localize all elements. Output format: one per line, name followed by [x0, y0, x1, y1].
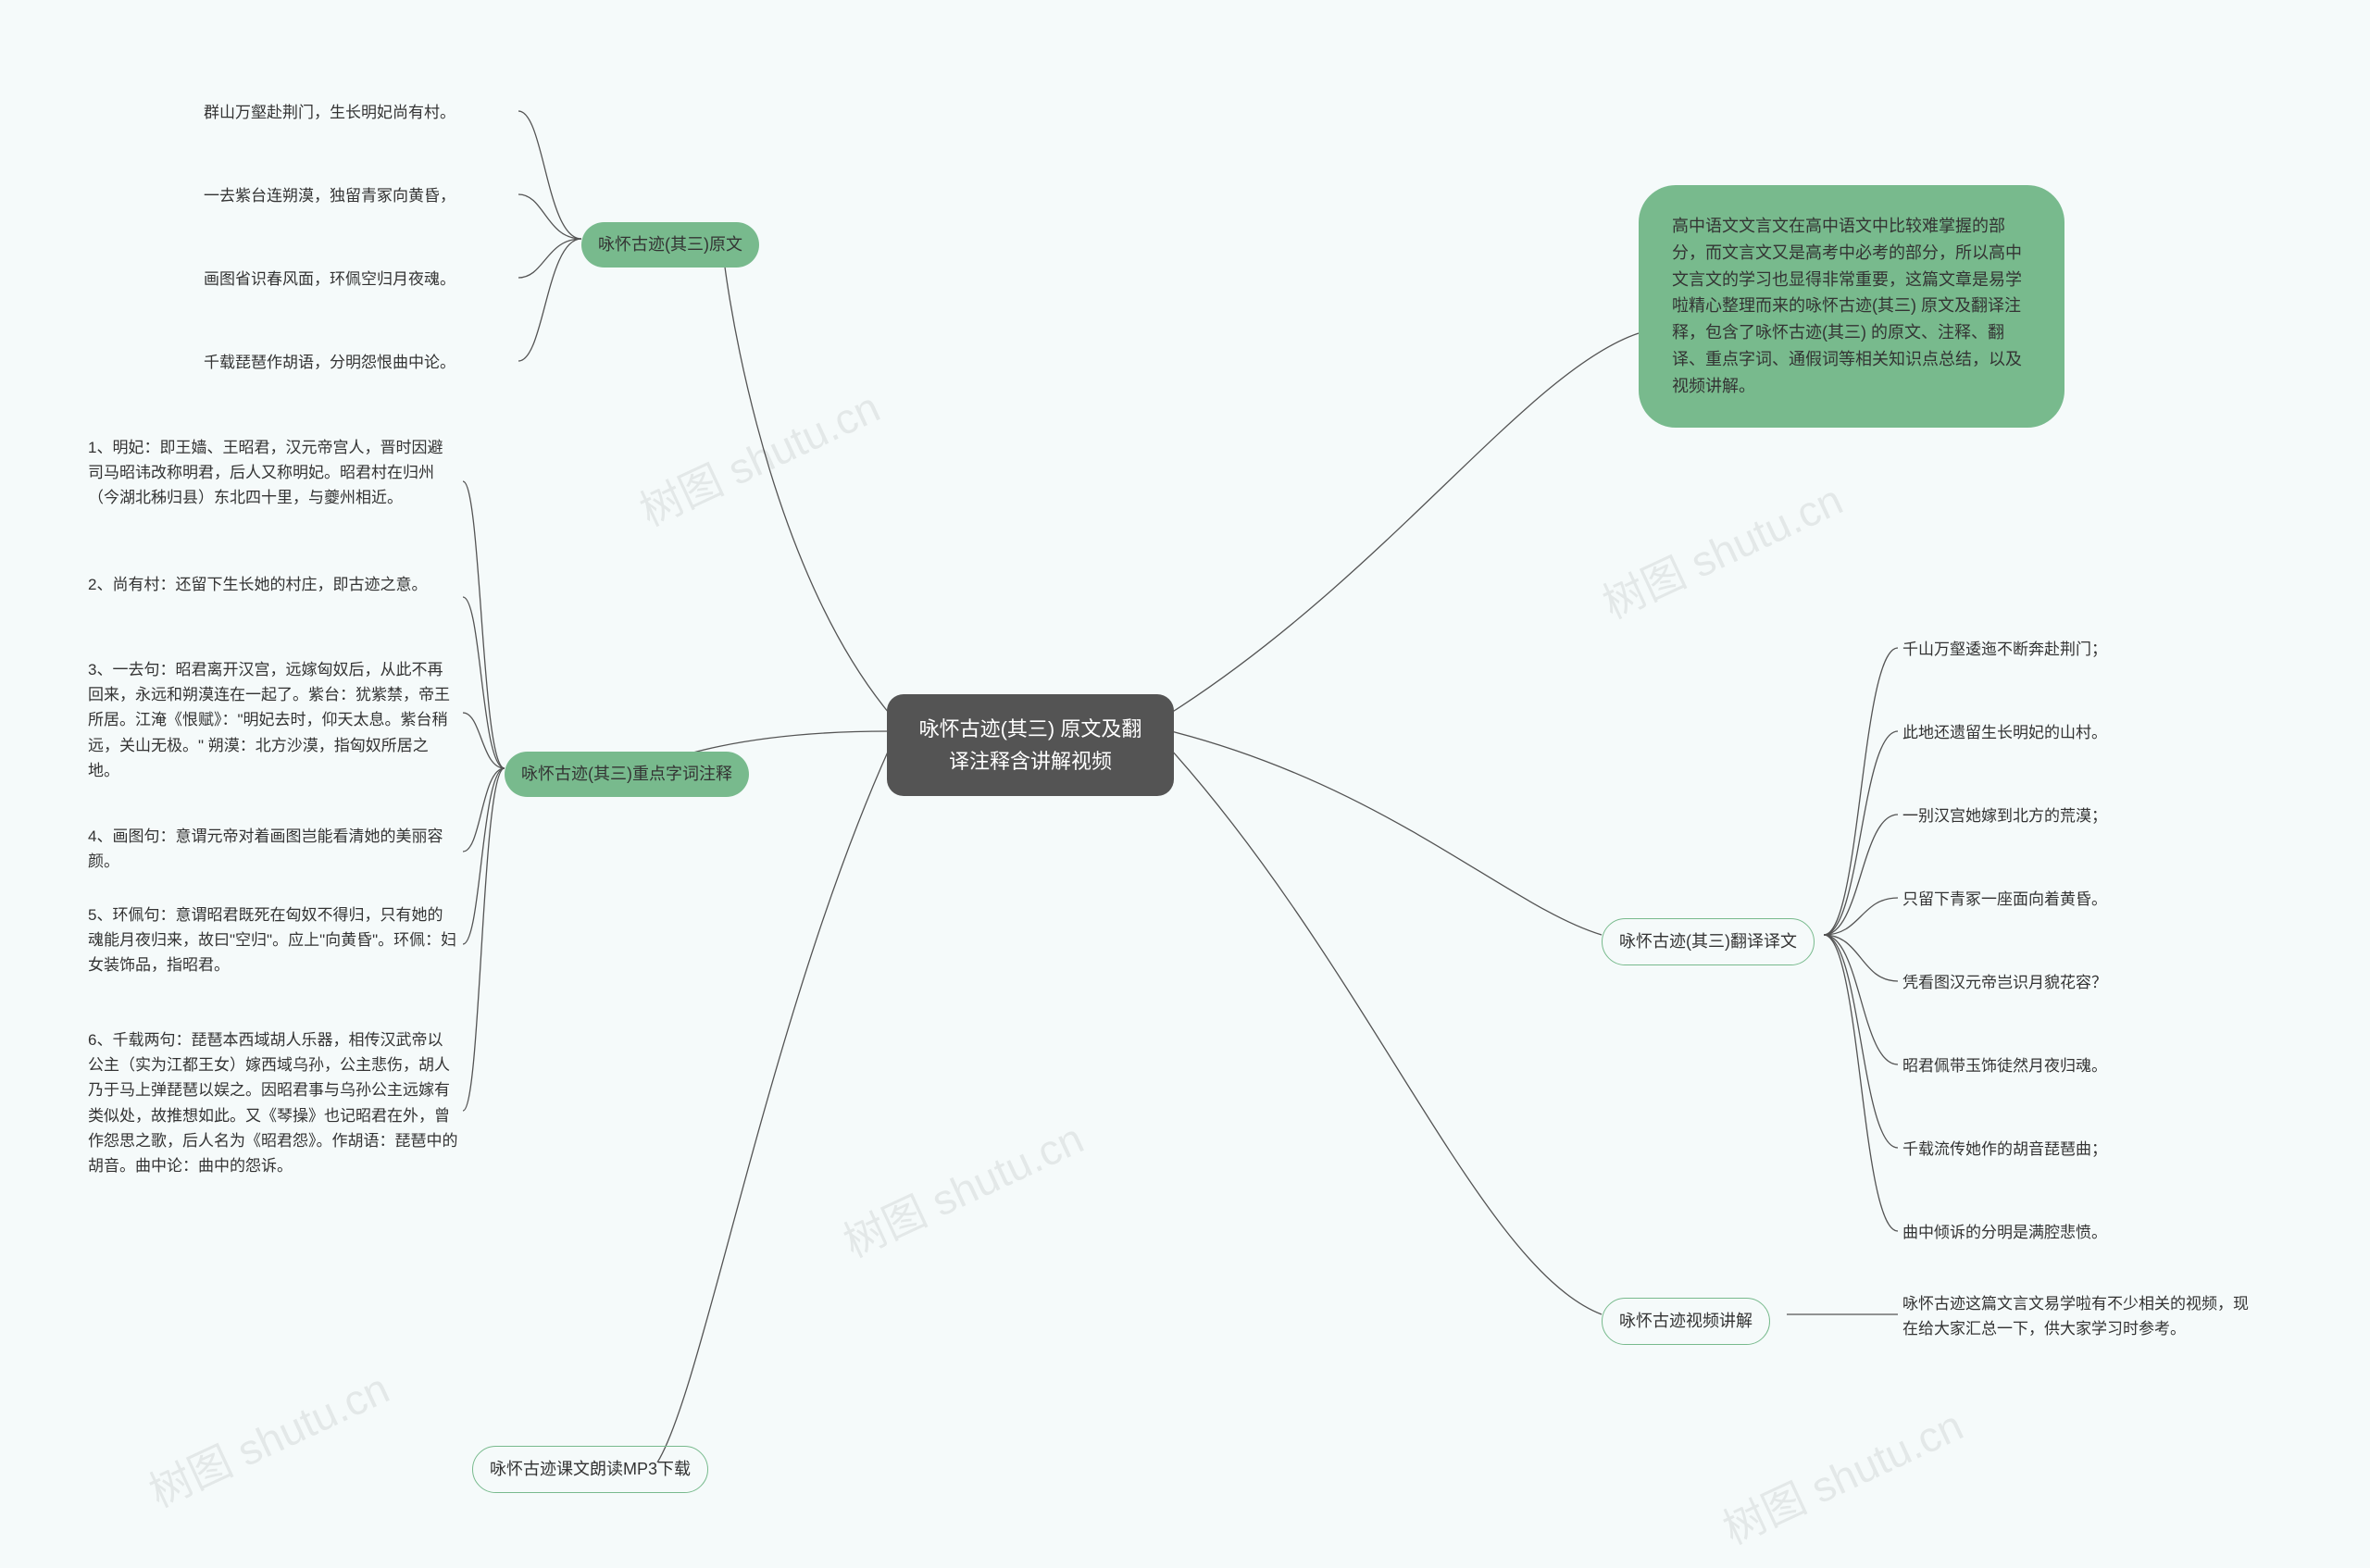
leaf-l1c: 画图省识春风面，环佩空归月夜魂。	[204, 267, 546, 292]
branch-mp3-label: 咏怀古迹课文朗读MP3下载	[490, 1460, 691, 1478]
branch-original-label: 咏怀古迹(其三)原文	[598, 235, 742, 254]
leaf-l2b: 2、尚有村：还留下生长她的村庄，即古迹之意。	[88, 572, 458, 597]
leaf-l2e: 5、环佩句：意谓昭君既死在匈奴不得归，只有她的魂能月夜归来，故曰"空归"。应上"…	[88, 902, 458, 978]
branch-translation: 咏怀古迹(其三)翻译译文	[1602, 918, 1815, 965]
branch-notes: 咏怀古迹(其三)重点字词注释	[505, 752, 749, 797]
branch-mp3: 咏怀古迹课文朗读MP3下载	[472, 1446, 708, 1493]
leaf-r1e: 凭看图汉元帝岂识月貌花容？	[1902, 970, 2180, 995]
branch-video: 咏怀古迹视频讲解	[1602, 1298, 1770, 1345]
watermark-5: 树图 shutu.cn	[1712, 1392, 1971, 1557]
leaf-r2a: 咏怀古迹这篇文言文易学啦有不少相关的视频，现在给大家汇总一下，供大家学习时参考。	[1902, 1291, 2254, 1341]
intro-node: 高中语文文言文在高中语文中比较难掌握的部分，而文言文又是高考中必考的部分，所以高…	[1639, 185, 2064, 428]
watermark-1: 树图 shutu.cn	[629, 374, 888, 539]
leaf-r1f: 昭君佩带玉饰徒然月夜归魂。	[1902, 1053, 2180, 1078]
leaf-r1a: 千山万壑逶迤不断奔赴荆门；	[1902, 637, 2180, 662]
watermark-4: 树图 shutu.cn	[832, 1105, 1091, 1270]
center-line2: 译注释含讲解视频	[949, 750, 1112, 773]
leaf-l2f: 6、千载两句：琵琶本西域胡人乐器，相传汉武帝以公主（实为江都王女）嫁西域乌孙，公…	[88, 1027, 458, 1178]
branch-notes-label: 咏怀古迹(其三)重点字词注释	[521, 765, 732, 783]
intro-text: 高中语文文言文在高中语文中比较难掌握的部分，而文言文又是高考中必考的部分，所以高…	[1672, 217, 2022, 395]
watermark-2: 树图 shutu.cn	[1591, 467, 1851, 631]
branch-original: 咏怀古迹(其三)原文	[581, 222, 759, 268]
leaf-r1g: 千载流传她作的胡音琵琶曲；	[1902, 1137, 2180, 1162]
leaf-l1a: 群山万壑赴荆门，生长明妃尚有村。	[204, 100, 546, 125]
center-line1: 咏怀古迹(其三) 原文及翻	[919, 717, 1142, 740]
branch-video-label: 咏怀古迹视频讲解	[1619, 1312, 1753, 1330]
leaf-r1h: 曲中倾诉的分明是满腔悲愤。	[1902, 1220, 2180, 1245]
leaf-l2c: 3、一去句：昭君离开汉宫，远嫁匈奴后，从此不再回来，永远和朔漠连在一起了。紫台：…	[88, 657, 458, 783]
watermark-3: 树图 shutu.cn	[138, 1355, 397, 1520]
leaf-l1d: 千载琵琶作胡语，分明怨恨曲中论。	[204, 350, 546, 375]
leaf-r1d: 只留下青冢一座面向着黄昏。	[1902, 887, 2180, 912]
leaf-l2d: 4、画图句：意谓元帝对着画图岂能看清她的美丽容颜。	[88, 824, 458, 874]
leaf-l2a: 1、明妃：即王嫱、王昭君，汉元帝宫人，晋时因避司马昭讳改称明君，后人又称明妃。昭…	[88, 435, 458, 511]
leaf-r1c: 一别汉宫她嫁到北方的荒漠；	[1902, 803, 2180, 828]
center-node: 咏怀古迹(其三) 原文及翻 译注释含讲解视频	[887, 694, 1174, 796]
branch-translation-label: 咏怀古迹(其三)翻译译文	[1619, 932, 1797, 951]
leaf-r1b: 此地还遗留生长明妃的山村。	[1902, 720, 2180, 745]
leaf-l1b: 一去紫台连朔漠，独留青冢向黄昏，	[204, 183, 546, 208]
